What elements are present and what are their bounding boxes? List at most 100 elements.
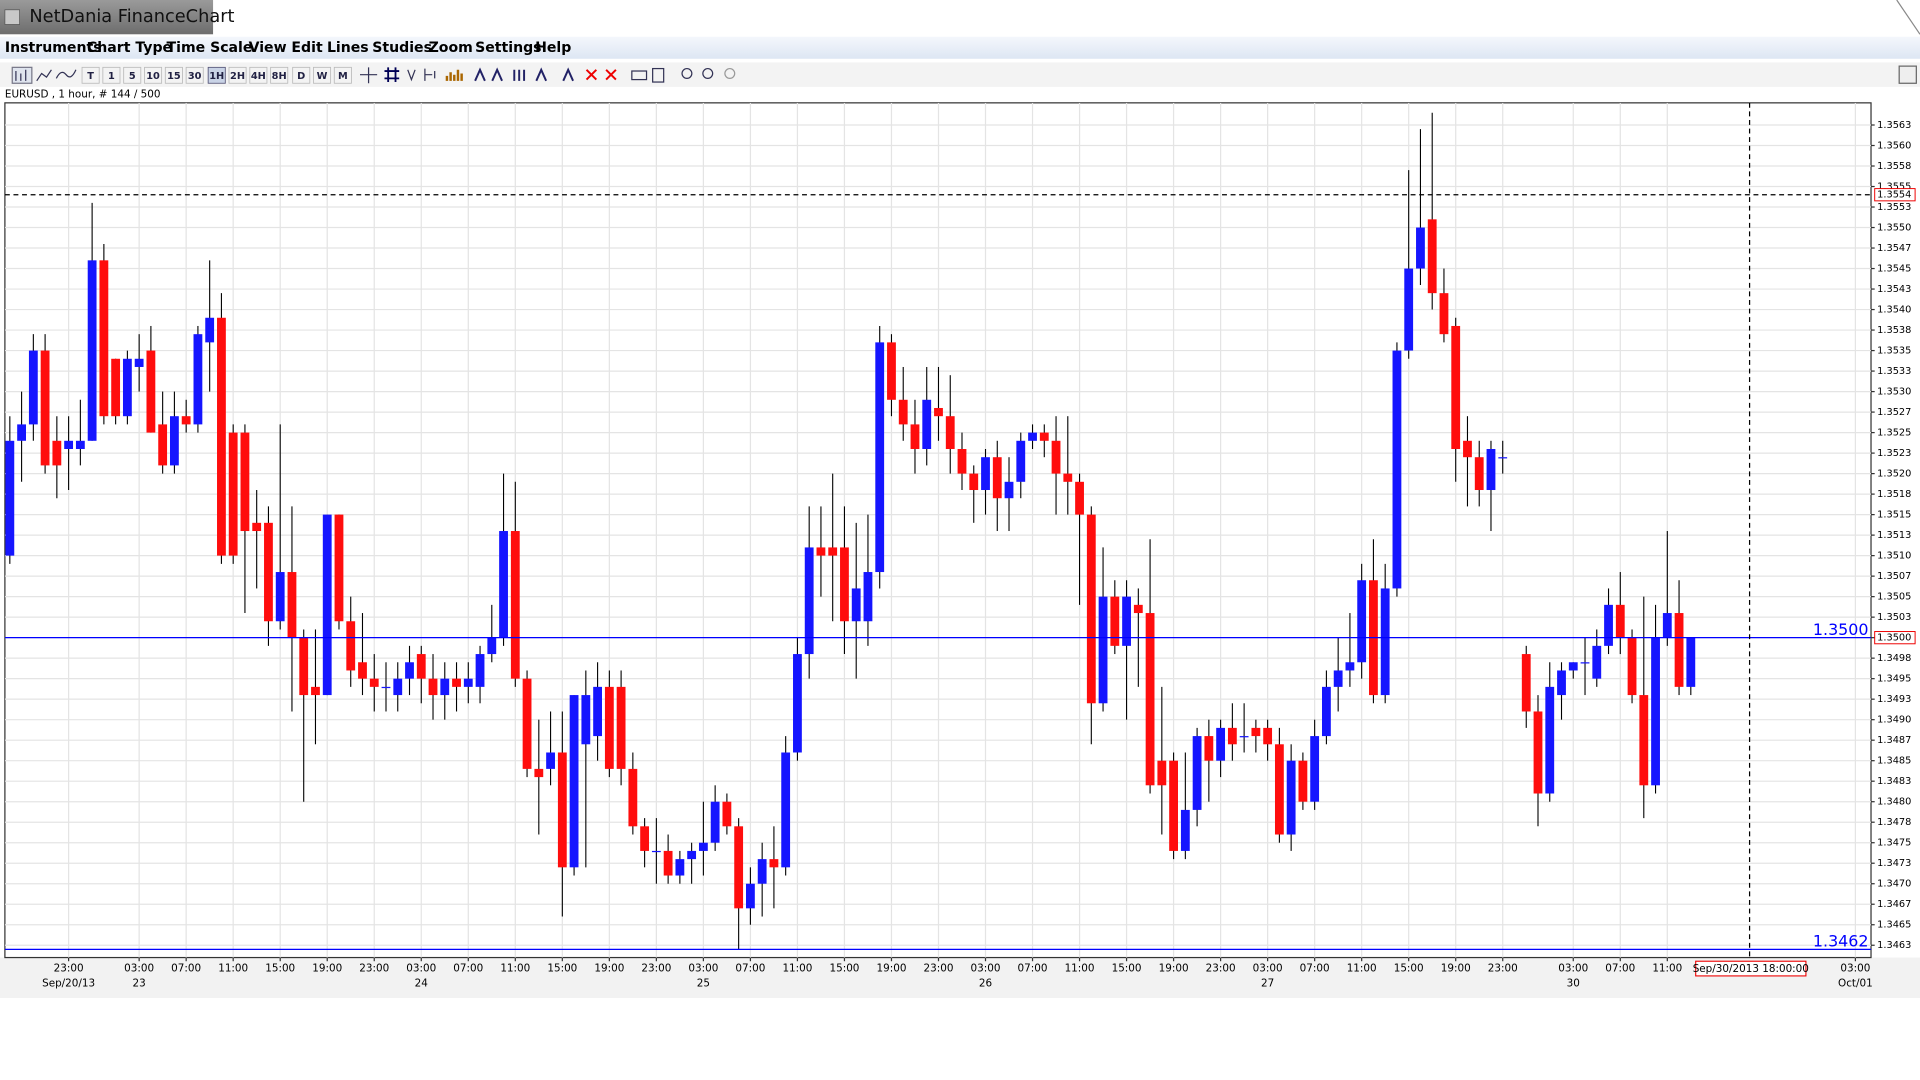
toolbar-button[interactable] bbox=[144, 66, 163, 84]
candle-body bbox=[922, 399, 932, 449]
x-tick-sublabel: 30 bbox=[1567, 977, 1580, 989]
candle-body bbox=[581, 695, 591, 745]
icon[interactable] bbox=[424, 68, 436, 81]
menu-item[interactable]: Edit bbox=[291, 40, 323, 56]
candle-body bbox=[299, 637, 309, 696]
toolbar-button[interactable] bbox=[207, 66, 226, 84]
candle-body bbox=[1180, 809, 1190, 851]
candle-body bbox=[628, 768, 638, 827]
y-tick-label: 1.3563 bbox=[1877, 120, 1911, 131]
candle-body bbox=[981, 457, 990, 491]
y-tick-label: 1.3470 bbox=[1877, 879, 1911, 890]
y-tick-label: 1.3483 bbox=[1877, 776, 1911, 787]
zoom-in-icon[interactable] bbox=[681, 67, 693, 79]
toolbar-button-label: W bbox=[317, 71, 328, 82]
crosshair-box bbox=[1695, 960, 1807, 977]
y-tick-label: 1.3558 bbox=[1877, 161, 1911, 172]
toolbar-button-label: 30 bbox=[188, 71, 202, 82]
toolbar-button[interactable] bbox=[123, 66, 142, 84]
toolbar-button[interactable] bbox=[164, 66, 183, 84]
toolbar-button[interactable] bbox=[185, 66, 204, 84]
volume-icon[interactable] bbox=[445, 69, 463, 81]
candle-body bbox=[1227, 727, 1237, 745]
panel-button[interactable] bbox=[1898, 65, 1917, 84]
icon[interactable] bbox=[407, 69, 416, 82]
crosshair-icon[interactable] bbox=[360, 67, 378, 84]
candle-body bbox=[1016, 440, 1026, 482]
crosshair-label: Sep/30/2013 18:00:00 bbox=[1693, 963, 1809, 975]
candle-body bbox=[240, 432, 250, 532]
candle-body bbox=[1098, 596, 1108, 704]
menu-item[interactable]: Help bbox=[535, 40, 571, 56]
icon[interactable] bbox=[55, 69, 77, 79]
x-tick-label: 23:00 bbox=[1206, 963, 1236, 975]
menu-item[interactable]: Time Scale bbox=[167, 40, 253, 56]
candle-body bbox=[1286, 760, 1296, 835]
toolbar-button[interactable] bbox=[270, 66, 289, 84]
candle-body bbox=[1333, 670, 1343, 687]
zoom-out-icon[interactable] bbox=[702, 67, 714, 79]
toolbar-button[interactable] bbox=[228, 66, 247, 84]
delete-all-icon[interactable] bbox=[605, 69, 617, 81]
x-tick-label: 23:00 bbox=[1488, 963, 1518, 975]
candle-body bbox=[1451, 325, 1461, 449]
y-tick-label: 1.3560 bbox=[1877, 141, 1911, 152]
x-tick-sublabel: 24 bbox=[415, 977, 429, 989]
candle-body bbox=[1486, 448, 1496, 491]
candle-body bbox=[1204, 736, 1214, 761]
menu-item[interactable]: Zoom bbox=[429, 40, 473, 56]
toolbar-button[interactable] bbox=[292, 66, 311, 84]
candle-body bbox=[1004, 481, 1014, 499]
candle-body bbox=[358, 662, 367, 679]
candle-body bbox=[40, 350, 50, 466]
toolbar-button-label: 2H bbox=[230, 71, 245, 82]
candle-body bbox=[969, 473, 979, 491]
toolbar-button[interactable] bbox=[102, 66, 121, 84]
candle-body bbox=[1580, 662, 1590, 664]
candle-body bbox=[193, 334, 203, 425]
menu-item[interactable]: View bbox=[249, 40, 287, 56]
lines-icons[interactable] bbox=[474, 67, 548, 82]
icon[interactable] bbox=[562, 67, 574, 82]
x-tick-label: 15:00 bbox=[1112, 963, 1142, 975]
candle-body bbox=[111, 358, 121, 417]
candle-body bbox=[1075, 481, 1084, 515]
candle-body bbox=[87, 260, 97, 441]
menu-item[interactable]: Lines bbox=[327, 40, 369, 56]
print-icon[interactable] bbox=[631, 70, 648, 81]
candle-body bbox=[1051, 440, 1061, 474]
toolbar-button[interactable] bbox=[81, 66, 100, 84]
candle-body bbox=[863, 572, 873, 622]
candle-body bbox=[334, 514, 344, 622]
icon bbox=[15, 69, 27, 81]
x-tick-label: 07:00 bbox=[1605, 963, 1635, 975]
menu-item[interactable]: Chart Type bbox=[87, 40, 172, 56]
toolbar-button[interactable] bbox=[313, 66, 332, 84]
y-tick-label: 1.3523 bbox=[1877, 448, 1911, 459]
zoom-reset-icon[interactable] bbox=[724, 67, 736, 79]
y-tick-label: 1.3535 bbox=[1877, 346, 1911, 357]
candle-body bbox=[17, 424, 26, 441]
x-tick-sublabel: 25 bbox=[697, 977, 710, 989]
y-tick-label: 1.3480 bbox=[1877, 797, 1911, 808]
y-tick-label: 1.3475 bbox=[1877, 838, 1911, 849]
candle-body bbox=[1404, 268, 1414, 351]
preview-icon[interactable] bbox=[652, 67, 665, 83]
grid-icon[interactable] bbox=[384, 67, 400, 83]
toolbar-button[interactable] bbox=[249, 66, 268, 84]
menu-item[interactable]: Instruments bbox=[5, 40, 102, 56]
toolbar-button[interactable] bbox=[333, 66, 352, 84]
menu-item[interactable]: Settings bbox=[475, 40, 541, 56]
candle-body bbox=[1310, 736, 1320, 802]
delete-icon[interactable] bbox=[585, 69, 598, 81]
level-axis-box bbox=[1874, 631, 1916, 645]
icon[interactable] bbox=[36, 69, 52, 82]
x-tick-label: 07:00 bbox=[1018, 963, 1048, 975]
candle-body bbox=[322, 514, 332, 696]
candle-body bbox=[99, 260, 109, 417]
window-title: NetDania FinanceChart bbox=[29, 7, 234, 27]
menu-item[interactable]: Studies bbox=[372, 40, 432, 56]
toolbar-button-label: 1H bbox=[209, 71, 224, 82]
chart-type-button[interactable] bbox=[11, 66, 33, 84]
